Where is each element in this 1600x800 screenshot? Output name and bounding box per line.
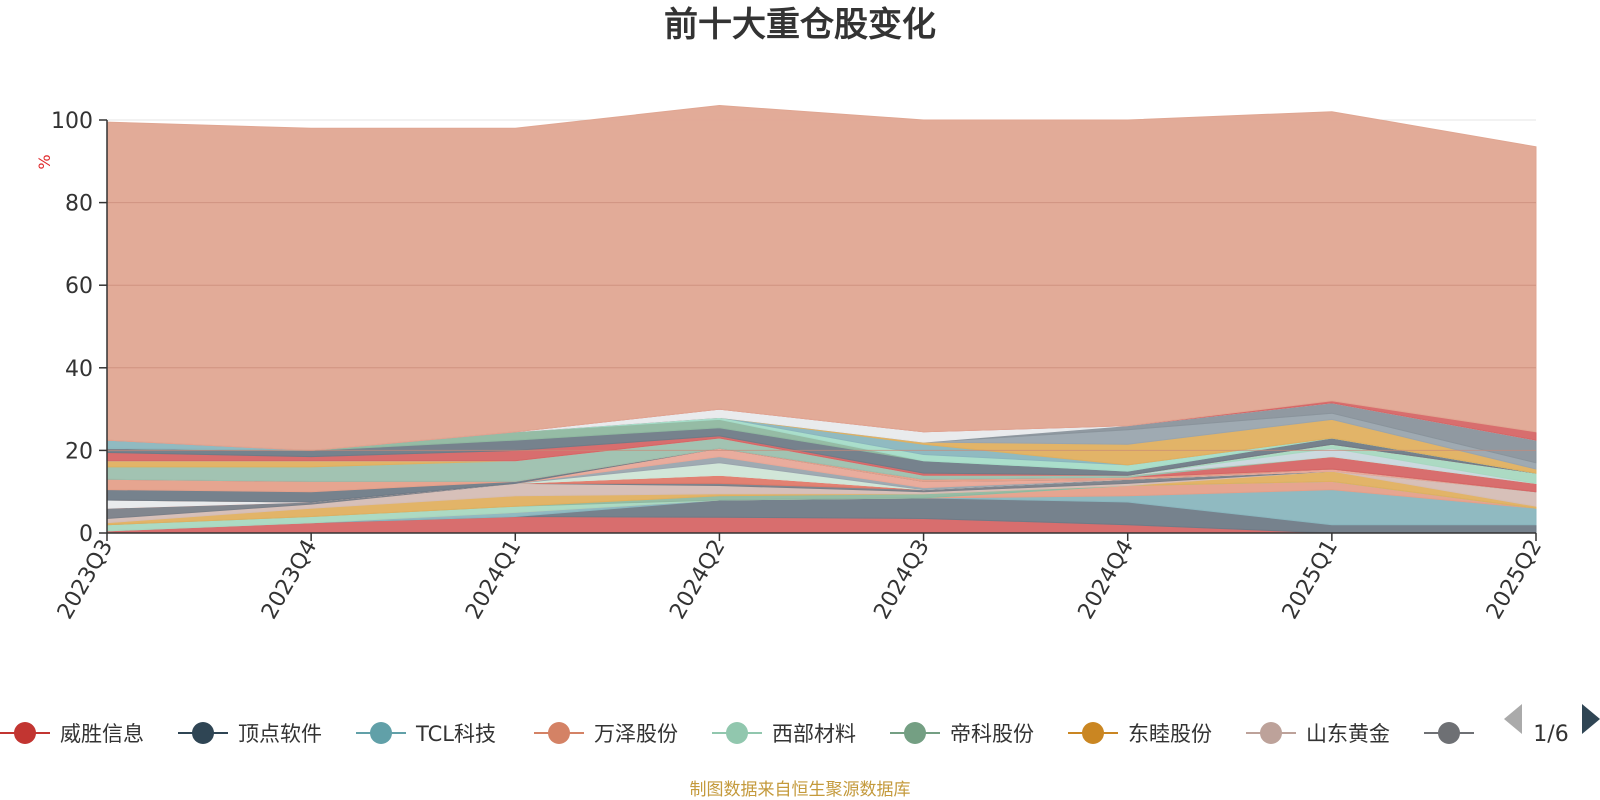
legend-label: 东睦股份 (1128, 722, 1212, 746)
chart-title: 前十大重仓股变化 (664, 5, 936, 45)
y-tick-label: 0 (79, 522, 93, 547)
legend-marker (1082, 722, 1104, 744)
legend-marker (726, 722, 748, 744)
legend-items: 威胜信息 顶点软件 TCL科技 万泽股份 西部材料 帝科股份 东睦股份 山东黄金 日联科技 (0, 722, 1568, 746)
legend-item[interactable]: TCL科技 (356, 722, 496, 746)
legend-pager: 1/6 (1504, 704, 1600, 747)
legend-item[interactable]: 万泽股份 (534, 722, 678, 746)
legend-label: 顶点软件 (238, 722, 322, 746)
legend-marker (1260, 722, 1282, 744)
legend-label: 山东黄金 (1306, 722, 1390, 746)
x-tick-label: 2023Q4 (257, 536, 322, 624)
area-series (106, 104, 1537, 534)
legend-item[interactable]: 西部材料 (712, 722, 856, 746)
x-tick-label: 2025Q2 (1482, 536, 1547, 624)
y-axis-label: % (35, 154, 54, 169)
legend-label: TCL科技 (415, 722, 496, 746)
data-source-note: 制图数据来自恒生聚源数据库 (690, 780, 911, 800)
legend-item[interactable]: 威胜信息 (0, 722, 144, 746)
y-tick-label: 80 (65, 192, 93, 217)
legend-item[interactable]: 山东黄金 (1246, 722, 1390, 746)
y-tick-label: 100 (51, 109, 93, 134)
legend-item[interactable]: 东睦股份 (1068, 722, 1212, 746)
x-tick-label: 2023Q3 (53, 536, 118, 624)
legend-marker (370, 722, 392, 744)
x-tick-label: 2025Q1 (1278, 536, 1343, 624)
legend-item[interactable]: 日联科技 (1424, 722, 1568, 746)
legend-marker (14, 722, 36, 744)
legend-label: 威胜信息 (60, 722, 144, 746)
y-tick-label: 40 (65, 357, 93, 382)
legend-marker (192, 722, 214, 744)
x-tick-label: 2024Q3 (869, 536, 934, 624)
legend-label: 万泽股份 (594, 722, 678, 746)
legend-label: 帝科股份 (950, 722, 1034, 746)
legend-next-icon[interactable] (1582, 704, 1600, 734)
legend-prev-icon[interactable] (1504, 704, 1522, 734)
x-tick-label: 2024Q1 (461, 536, 526, 624)
x-tick-label: 2024Q4 (1074, 536, 1139, 624)
legend-item[interactable]: 顶点软件 (178, 722, 322, 746)
legend-label: 西部材料 (772, 722, 856, 746)
area-series-31[interactable] (106, 104, 1537, 451)
y-tick-label: 20 (65, 439, 93, 464)
legend-marker (904, 722, 926, 744)
legend-item[interactable]: 帝科股份 (890, 722, 1034, 746)
legend-page-indicator: 1/6 (1533, 722, 1568, 747)
legend-marker (1438, 722, 1460, 744)
legend: 威胜信息 顶点软件 TCL科技 万泽股份 西部材料 帝科股份 东睦股份 山东黄金 日联科技 (0, 722, 1568, 746)
legend-marker (548, 722, 570, 744)
y-tick-label: 60 (65, 274, 93, 299)
x-tick-label: 2024Q2 (665, 536, 730, 624)
